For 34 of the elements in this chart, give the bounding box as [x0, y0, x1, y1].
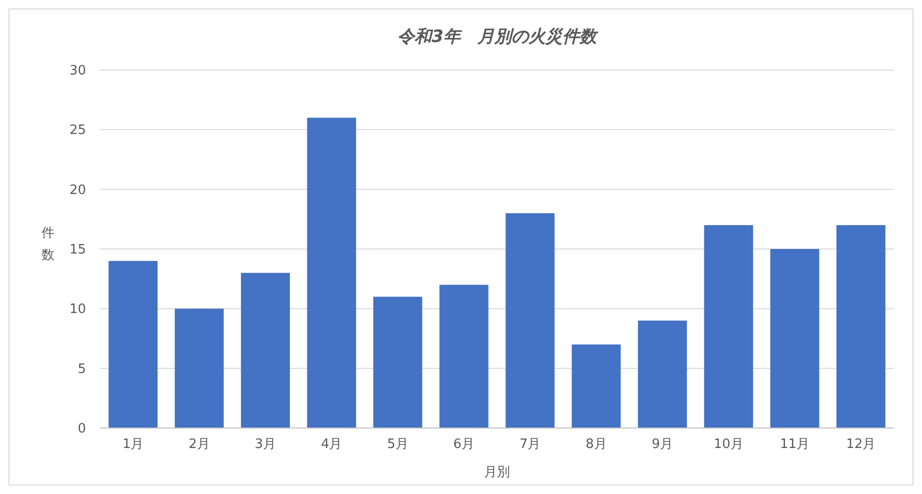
- y-tick-label: 10: [69, 302, 86, 318]
- x-axis-title: 月別: [484, 465, 510, 480]
- bar: [174, 308, 224, 428]
- x-tick-label: 11月: [780, 437, 810, 452]
- x-tick-label: 5月: [387, 437, 408, 452]
- bar: [307, 118, 356, 428]
- bar: [704, 225, 754, 428]
- bar: [770, 249, 820, 428]
- x-tick-label: 8月: [586, 437, 607, 452]
- y-tick-label: 30: [69, 64, 86, 79]
- x-tick-label: 2月: [188, 437, 210, 452]
- bar: [836, 225, 886, 428]
- y-tick-label: 5: [78, 362, 86, 377]
- y-tick-label: 20: [69, 182, 86, 198]
- x-tick-label: 10月: [714, 437, 744, 452]
- x-tick-label: 1月: [122, 437, 144, 452]
- bar: [439, 284, 488, 428]
- x-tick-label: 3月: [254, 437, 276, 452]
- bar: [240, 272, 290, 428]
- bar: [506, 213, 555, 428]
- y-tick-label: 25: [69, 123, 86, 138]
- x-tick-label: 9月: [652, 437, 674, 452]
- y-axis-title: 件数: [42, 226, 54, 263]
- bar: [572, 344, 621, 428]
- x-tick-label: 12月: [846, 437, 876, 452]
- x-tick-label: 7月: [519, 437, 541, 452]
- y-tick-label: 15: [69, 242, 86, 258]
- x-tick-label: 4月: [320, 437, 342, 452]
- chart-title: 令和3年 月別の火災件数: [398, 27, 598, 47]
- bar: [638, 320, 687, 428]
- x-tick-label: 6月: [453, 437, 475, 452]
- y-tick-label: 0: [78, 422, 86, 437]
- bar: [108, 260, 158, 428]
- bar: [373, 296, 422, 428]
